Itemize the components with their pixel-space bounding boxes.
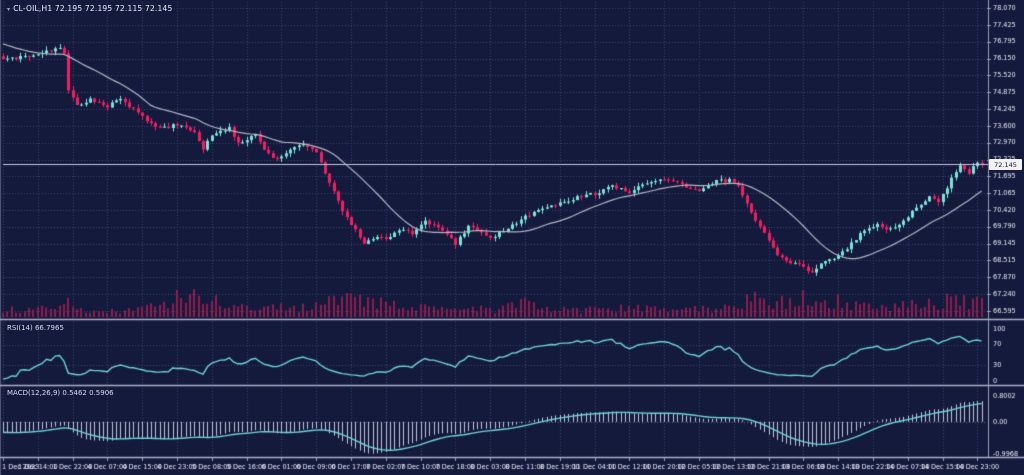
macd-indicator-label: MACD(12,26,9) 0.5462 0.5906 xyxy=(7,389,114,397)
chart-menu-arrow-icon[interactable]: ▾ xyxy=(7,6,11,13)
current-price-tag: 72.145 xyxy=(989,159,1022,171)
symbol-ohlc-readout: CL-OIL,H1 72.195 72.195 72.115 72.145 xyxy=(13,4,173,13)
rsi-indicator-label: RSI(14) 66.7965 xyxy=(7,324,64,332)
chart-title: ▾ CL-OIL,H1 72.195 72.195 72.115 72.145 xyxy=(7,4,172,13)
